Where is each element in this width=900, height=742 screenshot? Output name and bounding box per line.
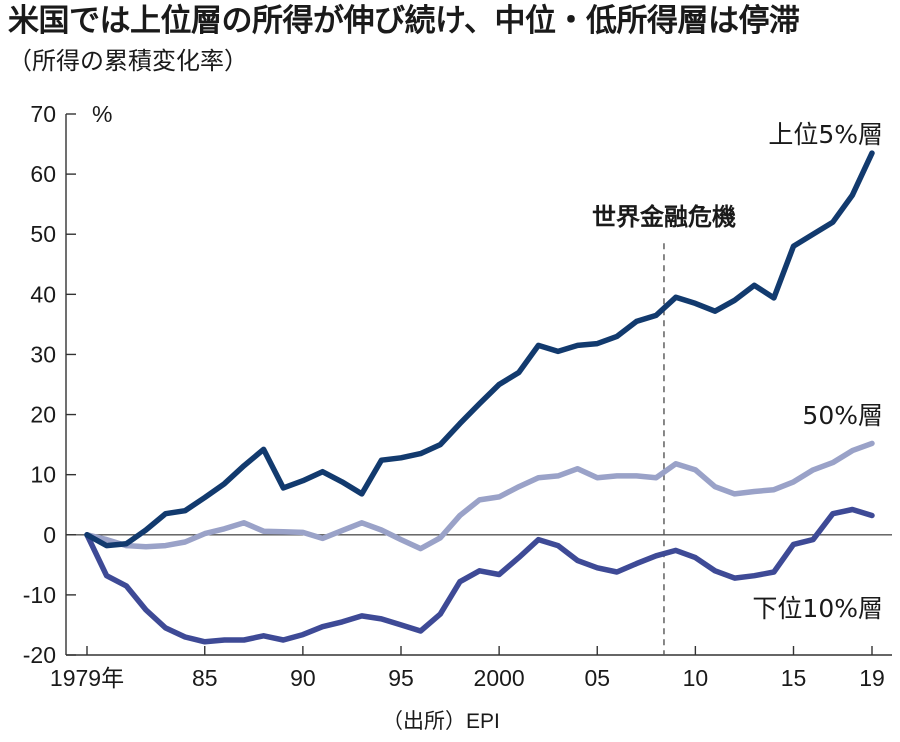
y-tick-label: 40 [30, 281, 56, 307]
x-tick-label: 19 [859, 665, 885, 691]
x-tick-label: 85 [192, 665, 218, 691]
axes: 70 60 50 40 30 20 10 0 -10 -20% 1979年 85 90 95 2000 05 1… [23, 101, 892, 691]
y-tick-label: 60 [30, 161, 56, 187]
series-label-1: 50%層 [802, 401, 883, 430]
event-label: 世界金融危機 [592, 203, 736, 231]
y-tick-label: 30 [30, 341, 56, 367]
x-tick-label: 15 [781, 665, 807, 691]
series-line-0 [84, 150, 875, 549]
x-tick-label: 2000 [474, 665, 525, 691]
series-label-2: 下位10%層 [752, 594, 883, 623]
source-note: （出所）EPI [382, 710, 500, 733]
x-tick-label: 10 [683, 665, 709, 691]
y-tick-label: 10 [30, 462, 56, 488]
x-tick-label: 90 [290, 665, 316, 691]
series-line-1 [84, 440, 875, 552]
series-label-0: 上位5%層 [768, 120, 883, 149]
y-tick-label: 20 [30, 402, 56, 428]
event-marker: 世界金融危機 [592, 203, 736, 655]
y-tick-label: 0 [43, 522, 56, 548]
x-tick-label: 05 [584, 665, 610, 691]
title-sub: （所得の累積変化率） [8, 47, 248, 75]
x-tick-label: 1979年 [50, 665, 124, 691]
y-tick-label: -10 [23, 582, 56, 608]
x-tick-label: 95 [388, 665, 414, 691]
y-tick-label: 50 [30, 221, 56, 247]
y-unit-label: % [92, 101, 112, 127]
title-main: 米国では上位層の所得が伸び続け、中位・低所得層は停滞 [8, 3, 800, 39]
chart-title: 米国では上位層の所得が伸び続け、中位・低所得層は停滞 （所得の累積変化率） [8, 2, 898, 80]
y-tick-label: -20 [23, 642, 56, 668]
series-line-2 [84, 506, 875, 645]
series-lines [84, 150, 875, 645]
y-tick-label: 70 [30, 101, 56, 127]
